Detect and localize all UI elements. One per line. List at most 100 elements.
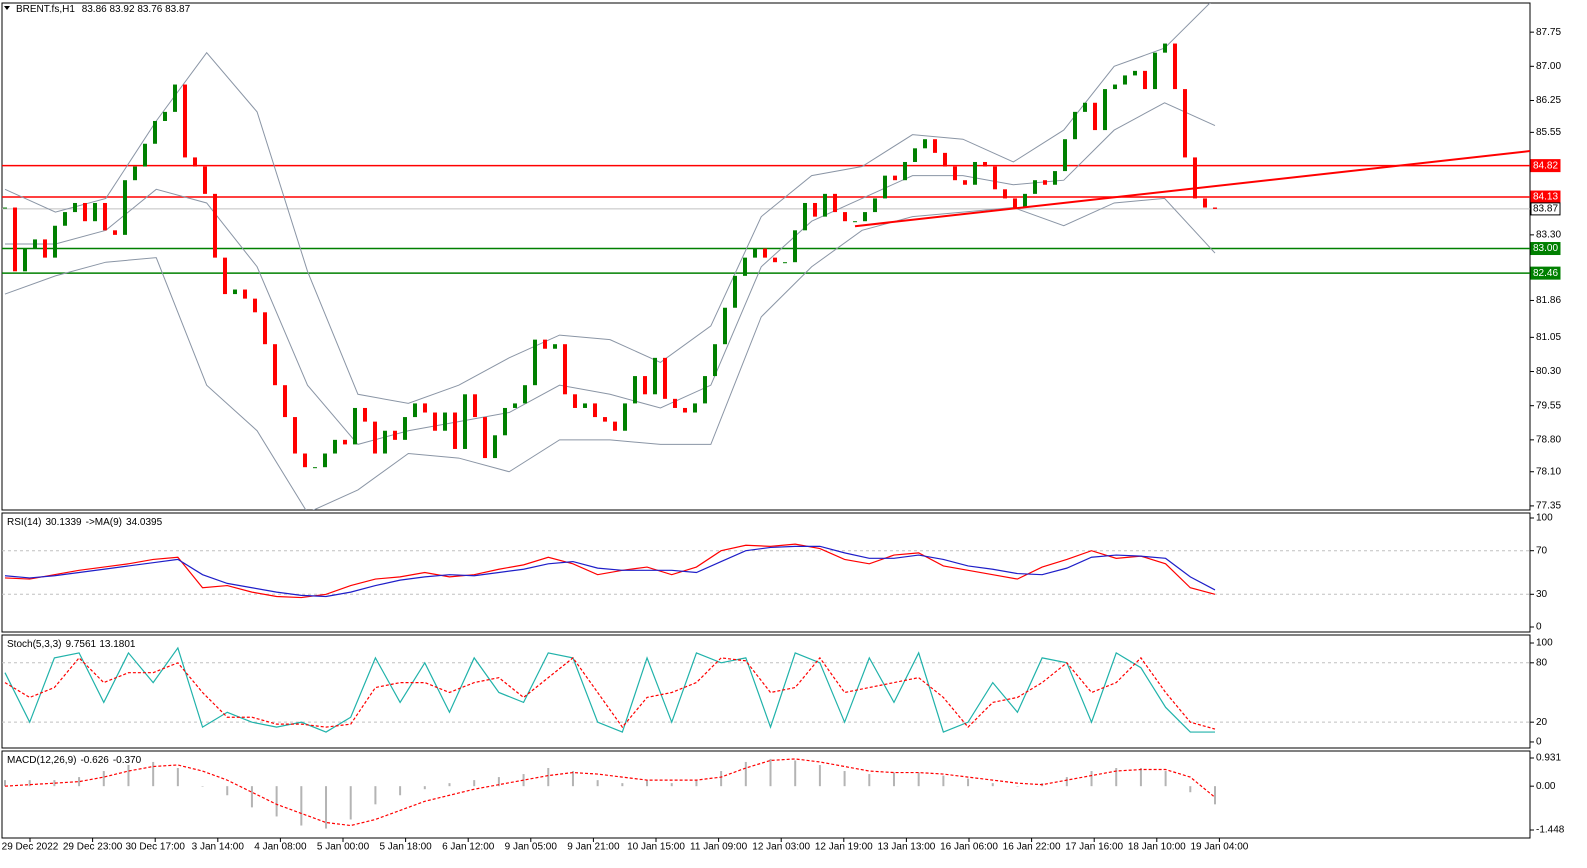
- x-tick-label: 3 Jan 14:00: [192, 842, 245, 853]
- candle: [23, 248, 27, 272]
- y-tick-label: 77.35: [1536, 501, 1561, 512]
- candle: [763, 248, 767, 258]
- x-tick-label: 16 Jan 22:00: [1003, 842, 1061, 853]
- histogram-bar: [473, 780, 476, 787]
- panel-frame: [1, 750, 1531, 839]
- histogram-bar: [1090, 771, 1093, 787]
- candle: [453, 412, 457, 449]
- histogram-bar: [695, 780, 698, 787]
- histogram-bar: [374, 786, 377, 805]
- candle: [1073, 111, 1077, 140]
- legend-part: 34.0395: [126, 517, 163, 528]
- y-tick-label: 81.05: [1536, 332, 1561, 343]
- ohlc-close: 83.87: [165, 4, 190, 15]
- histogram-bar: [571, 771, 574, 787]
- candle: [643, 376, 647, 395]
- histogram-bar: [942, 775, 945, 787]
- y-tick-label: 87.75: [1536, 27, 1561, 38]
- histogram-bar: [917, 772, 920, 787]
- histogram-bar: [1189, 786, 1192, 793]
- candle: [273, 344, 277, 386]
- candle: [713, 344, 717, 377]
- candle: [943, 152, 947, 167]
- candle: [853, 221, 857, 223]
- histogram-bar: [448, 783, 451, 787]
- y-tick-label: 80.30: [1536, 366, 1561, 377]
- candle: [113, 230, 117, 235]
- y-tick-label: 100: [1536, 513, 1553, 524]
- legend-part: 13.1801: [99, 639, 136, 650]
- histogram-bar: [102, 771, 105, 787]
- candle: [93, 202, 97, 222]
- histogram-bar: [78, 777, 81, 787]
- panel-plot: [2, 3, 1530, 510]
- candle: [1093, 102, 1097, 131]
- panel-frame: [1, 634, 1531, 749]
- y-tick-label: 85.55: [1536, 127, 1561, 138]
- x-tick-label: 19 Jan 04:00: [1190, 842, 1248, 853]
- candle: [373, 421, 377, 454]
- legend-part: MACD(12,26,9): [7, 755, 76, 766]
- y-tick-label: 0.00: [1536, 781, 1556, 792]
- candle: [1193, 157, 1197, 199]
- candle: [813, 202, 817, 217]
- candle: [73, 202, 77, 213]
- price-level-label: 82.46: [1533, 268, 1558, 279]
- candle: [1053, 171, 1057, 185]
- ohlc-open: 83.86: [82, 4, 107, 15]
- candle: [83, 202, 87, 222]
- candle: [873, 198, 877, 213]
- legend-part: ->MA(9): [86, 517, 122, 528]
- candle: [633, 376, 637, 404]
- histogram-bar: [127, 764, 130, 787]
- candle: [1163, 43, 1167, 53]
- candle: [203, 166, 207, 194]
- legend-part: Stoch(5,3,3): [7, 639, 61, 650]
- candle: [53, 225, 57, 258]
- candle: [1213, 207, 1217, 209]
- y-tick-label: -1.448: [1536, 825, 1565, 836]
- histogram-bar: [497, 777, 500, 787]
- price-level-label: 83.87: [1533, 204, 1558, 215]
- x-tick-label: 9 Jan 05:00: [505, 842, 558, 853]
- candle: [163, 111, 167, 121]
- x-tick-label: 6 Jan 12:00: [442, 842, 495, 853]
- candle: [673, 398, 677, 408]
- menu-triangle[interactable]: [4, 6, 10, 10]
- candle: [483, 417, 487, 459]
- legend-part: 9.7561: [65, 639, 96, 650]
- x-tick-label: 11 Jan 09:00: [690, 842, 748, 853]
- candle: [423, 403, 427, 413]
- histogram-bar: [868, 774, 871, 787]
- candle: [553, 344, 557, 349]
- y-tick-label: 78.80: [1536, 434, 1561, 445]
- candle: [843, 212, 847, 222]
- histogram-bar: [423, 786, 426, 790]
- histogram-bar: [547, 768, 550, 787]
- candle: [613, 421, 617, 431]
- y-tick-label: 81.86: [1536, 295, 1561, 306]
- candle: [33, 239, 37, 249]
- candle: [883, 175, 887, 199]
- candle: [223, 257, 227, 295]
- candle: [1133, 70, 1137, 76]
- candle: [993, 166, 997, 190]
- ohlc-low: 83.76: [137, 4, 162, 15]
- x-tick-label: 29 Dec 23:00: [63, 842, 123, 853]
- histogram-bar: [967, 778, 970, 787]
- candle: [1083, 102, 1087, 112]
- y-tick-label: 0: [1536, 737, 1542, 748]
- candle: [1143, 70, 1147, 90]
- histogram-bar: [53, 780, 56, 787]
- candle: [803, 202, 807, 231]
- candle: [783, 262, 787, 264]
- histogram-bar: [349, 786, 352, 820]
- candle: [823, 193, 827, 217]
- histogram-bar: [176, 768, 179, 787]
- candle: [683, 407, 687, 413]
- candle: [903, 161, 907, 181]
- candle: [743, 257, 747, 276]
- candle: [833, 193, 837, 213]
- trendline: [854, 150, 1530, 228]
